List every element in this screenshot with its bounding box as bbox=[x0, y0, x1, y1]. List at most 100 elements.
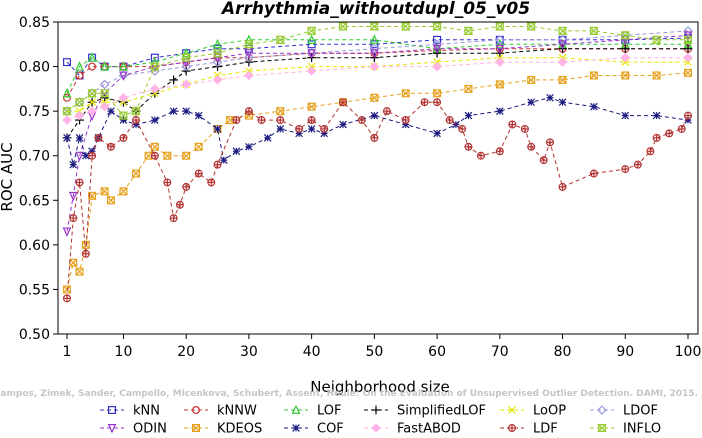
data-point-fastabod bbox=[62, 115, 72, 125]
data-point-ldf bbox=[382, 107, 391, 116]
data-point-fastabod bbox=[620, 52, 631, 63]
data-point-cof bbox=[182, 107, 191, 115]
data-point-inflo bbox=[118, 111, 129, 120]
data-point-ldf bbox=[357, 116, 366, 125]
data-point-ldf bbox=[445, 116, 454, 125]
data-point-cof bbox=[63, 134, 71, 142]
legend: kNN kNNW LOF SimplifiedLOF LoOP LDOF ODIN KDEOS… bbox=[100, 404, 661, 437]
series-fastabod bbox=[62, 52, 693, 125]
legend-item-ldof: LDOF bbox=[590, 404, 658, 419]
watermark: Campos, Zimek, Sander, Campello, Micenko… bbox=[0, 389, 698, 399]
data-point-ldf bbox=[257, 116, 266, 125]
data-point-ldf bbox=[589, 169, 598, 178]
data-point-fastabod bbox=[150, 84, 160, 94]
data-point-odin bbox=[683, 31, 693, 41]
legend-label: KDEOS bbox=[217, 422, 262, 435]
data-point-kdeos bbox=[307, 102, 316, 111]
data-point-ldof bbox=[99, 79, 110, 90]
y-tick-label: 0.75 bbox=[19, 104, 50, 120]
data-point-lof bbox=[62, 87, 72, 98]
chart-title: Arrhythmia_withoutdupl_05_v05 bbox=[220, 0, 530, 19]
data-point-lof bbox=[495, 38, 505, 49]
data-point-ldf bbox=[119, 133, 128, 142]
data-point-ldf bbox=[75, 178, 84, 187]
legend-label: SimplifiedLOF bbox=[397, 404, 486, 419]
data-point-cof bbox=[495, 107, 504, 115]
series-inflo bbox=[62, 22, 693, 120]
y-tick-label: 0.65 bbox=[19, 193, 50, 209]
data-point-ldf bbox=[94, 133, 103, 142]
data-point-kdeos bbox=[119, 187, 128, 196]
data-point-odin bbox=[244, 49, 254, 59]
data-point-kdeos bbox=[683, 68, 692, 77]
x-tick-label: 90 bbox=[616, 344, 634, 360]
data-point-inflo bbox=[181, 53, 192, 62]
data-point-kdeos bbox=[81, 240, 90, 249]
series-line-lof bbox=[66, 39, 688, 94]
data-point-knn bbox=[62, 58, 71, 67]
data-point-ldf bbox=[69, 214, 78, 223]
legend-item-lof: LOF bbox=[284, 404, 342, 419]
data-point-cof bbox=[219, 156, 228, 164]
data-point-knnw bbox=[88, 62, 97, 71]
x-tick-label: 60 bbox=[428, 344, 446, 360]
data-point-fastabod bbox=[683, 52, 693, 63]
series-ldf bbox=[62, 98, 692, 303]
data-point-ldf bbox=[646, 147, 655, 156]
data-point-cof bbox=[339, 120, 347, 129]
series-lof bbox=[62, 34, 693, 98]
data-point-lof bbox=[213, 38, 222, 49]
legend-item-simplifiedlof: SimplifiedLOF bbox=[364, 404, 486, 419]
data-point-cof bbox=[81, 151, 90, 160]
data-point-ldf bbox=[433, 98, 442, 107]
x-tick-label: 10 bbox=[115, 344, 133, 360]
legend-marker bbox=[597, 424, 607, 433]
data-point-knn bbox=[150, 53, 159, 62]
data-point-ldf bbox=[295, 124, 304, 133]
data-point-kdeos bbox=[75, 267, 84, 276]
data-point-kdeos bbox=[589, 71, 598, 80]
series-odin bbox=[62, 31, 693, 237]
legend-label: FastABOD bbox=[397, 422, 461, 435]
data-point-kdeos bbox=[433, 89, 442, 98]
data-point-knn bbox=[244, 44, 253, 53]
data-point-fastabod bbox=[244, 70, 254, 81]
data-point-ldf bbox=[370, 133, 379, 142]
data-point-inflo bbox=[432, 22, 442, 31]
data-point-fastabod bbox=[212, 75, 223, 85]
data-point-kdeos bbox=[370, 93, 379, 102]
data-point-fastabod bbox=[369, 61, 380, 72]
data-point-ldf bbox=[182, 182, 191, 191]
data-point-ldf bbox=[527, 142, 536, 151]
x-tick-label: 40 bbox=[303, 344, 321, 360]
data-point-cof bbox=[558, 98, 567, 107]
data-point-simplifiedlof bbox=[169, 75, 179, 85]
data-point-kdeos bbox=[401, 89, 410, 98]
data-point-kdeos bbox=[163, 151, 172, 160]
legend-item-inflo: INFLO bbox=[590, 422, 661, 437]
legend-label: ODIN bbox=[133, 422, 167, 435]
data-point-ldf bbox=[539, 156, 548, 165]
data-point-ldf bbox=[276, 116, 285, 125]
data-point-fastabod bbox=[99, 101, 110, 112]
data-point-inflo bbox=[557, 26, 568, 35]
data-point-kdeos bbox=[132, 169, 141, 178]
x-tick-label: 1 bbox=[63, 344, 72, 360]
data-point-cof bbox=[307, 125, 316, 133]
legend-label: COF bbox=[317, 422, 344, 435]
data-point-ldf bbox=[545, 138, 554, 147]
legend-item-cof: COF bbox=[284, 422, 344, 437]
data-point-ldf bbox=[320, 124, 329, 133]
data-point-odin bbox=[181, 58, 191, 68]
legend-marker bbox=[371, 405, 381, 415]
y-tick-label: 0.50 bbox=[19, 327, 50, 343]
data-point-cof bbox=[213, 125, 222, 133]
data-point-kdeos bbox=[558, 75, 567, 84]
series-line-simplifiedlof bbox=[66, 48, 688, 139]
data-point-ldof bbox=[244, 52, 254, 63]
data-point-fastabod bbox=[495, 57, 505, 67]
x-tick-label: 30 bbox=[240, 344, 258, 360]
data-point-ldof bbox=[212, 57, 223, 67]
